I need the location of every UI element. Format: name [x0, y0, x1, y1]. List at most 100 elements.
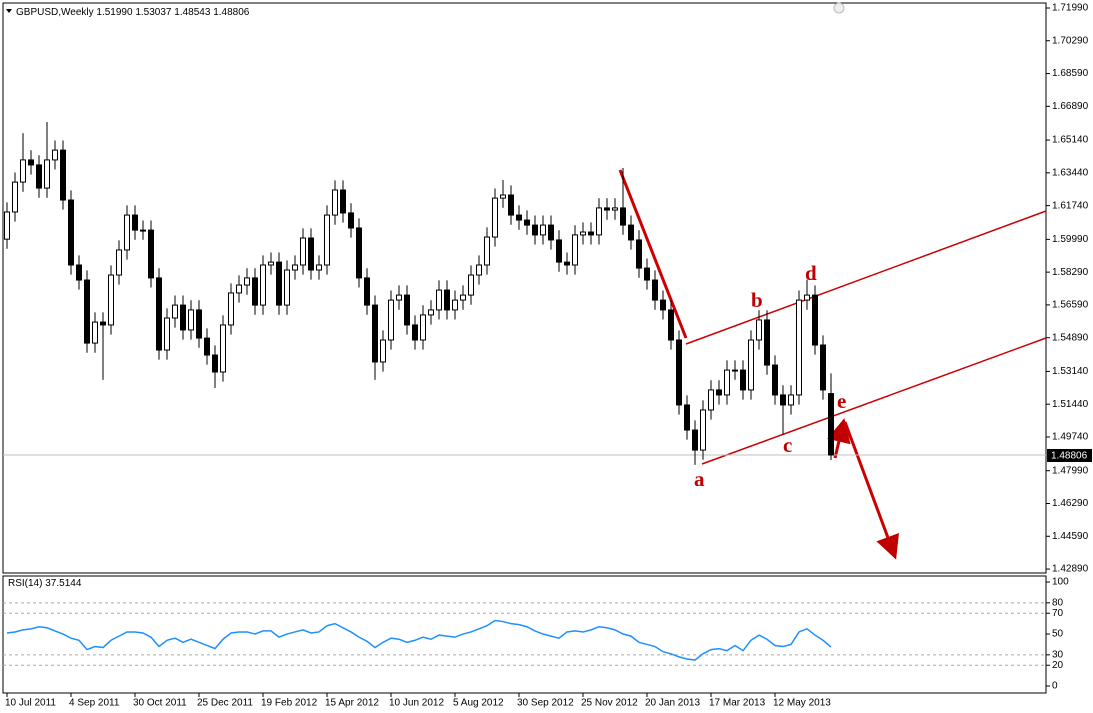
- rsi-value: 37.5144: [45, 578, 82, 589]
- candle-body: [484, 236, 490, 266]
- candle-body: [108, 274, 114, 326]
- candle-body: [532, 224, 538, 236]
- candle-body: [684, 404, 690, 431]
- candle-body: [348, 212, 354, 229]
- candle-body: [732, 369, 738, 372]
- candle-body: [724, 369, 730, 396]
- y-tick-label: 50: [1052, 629, 1064, 640]
- candle-body: [44, 159, 50, 189]
- candle-body: [204, 337, 210, 356]
- candle-body: [548, 224, 554, 241]
- candle-body: [140, 229, 146, 232]
- x-tick-label: 5 Aug 2012: [453, 698, 504, 709]
- candle-body: [764, 319, 770, 366]
- candle-body: [516, 214, 522, 221]
- x-tick-label: 10 Jul 2011: [5, 698, 56, 709]
- candle-body: [556, 239, 562, 263]
- rsi-header: RSI(14) 37.5144: [8, 578, 82, 589]
- candle-body: [468, 274, 474, 296]
- candle-body: [228, 292, 234, 326]
- x-tick-label: 25 Dec 2011: [197, 698, 253, 709]
- y-tick-label: 1.61740: [1052, 200, 1089, 211]
- y-tick-label: 1.59990: [1052, 234, 1089, 245]
- arrow-down: [843, 421, 899, 560]
- wave-label: c: [783, 433, 792, 457]
- x-tick-label: 17 Mar 2013: [709, 698, 766, 709]
- candle-body: [676, 339, 682, 406]
- y-tick-label: 80: [1052, 597, 1064, 608]
- expert-icon: [833, 2, 845, 14]
- candle-body: [76, 264, 82, 281]
- candle-body: [188, 309, 194, 331]
- x-tick-label: 12 May 2013: [773, 698, 831, 709]
- y-tick-label: 30: [1052, 649, 1064, 660]
- candle-body: [420, 314, 426, 341]
- candle-body: [60, 149, 66, 201]
- candle-body: [428, 309, 434, 316]
- candle-body: [4, 211, 10, 240]
- candle-body: [212, 354, 218, 373]
- candle-body: [316, 264, 322, 271]
- candle-body: [340, 189, 346, 214]
- candle-body: [604, 207, 610, 211]
- y-tick-label: 1.47990: [1052, 465, 1089, 476]
- channel-upper: [685, 210, 1047, 345]
- candle-body: [404, 294, 410, 326]
- candle-body: [132, 214, 138, 231]
- candle-body: [84, 279, 90, 344]
- candle-body: [332, 189, 338, 216]
- candle-body: [756, 319, 762, 341]
- candle-body: [124, 214, 130, 251]
- y-tick-label: 1.44590: [1052, 531, 1089, 542]
- candle-body: [540, 224, 546, 236]
- x-tick-label: 15 Apr 2012: [325, 698, 379, 709]
- candle-body: [692, 429, 698, 451]
- menu-triangle[interactable]: [6, 9, 12, 13]
- candle-body: [740, 369, 746, 391]
- open-label: 1.51990: [96, 7, 133, 18]
- candle-body: [52, 149, 58, 161]
- y-tick-label: 1.68590: [1052, 68, 1089, 79]
- wave-label: d: [805, 261, 817, 285]
- candle-body: [668, 309, 674, 341]
- candle-body: [524, 219, 530, 226]
- y-tick-label: 1.63440: [1052, 167, 1089, 178]
- candle-body: [260, 264, 266, 306]
- candle-body: [652, 279, 658, 301]
- candle-body: [796, 299, 802, 396]
- wave-label: e: [837, 389, 846, 413]
- candle-body: [36, 164, 42, 189]
- symbol: GBPUSD,Weekly: [16, 7, 94, 18]
- candle-body: [780, 394, 786, 406]
- candle-body: [572, 234, 578, 266]
- candle-body: [220, 324, 226, 373]
- candle-body: [172, 304, 178, 319]
- candle-body: [28, 159, 34, 166]
- candle-body: [660, 299, 666, 311]
- rsi-title: RSI(14): [8, 578, 42, 589]
- candle-body: [460, 294, 466, 301]
- x-tick-label: 25 Nov 2012: [581, 698, 638, 709]
- price-pane: [2, 2, 1047, 574]
- candle-body: [612, 207, 618, 211]
- candle-body: [356, 227, 362, 279]
- drawings: [618, 169, 1047, 560]
- candle-body: [644, 267, 650, 281]
- candle-body: [708, 389, 714, 411]
- x-tick-label: 19 Feb 2012: [261, 698, 318, 709]
- candle-body: [588, 231, 594, 236]
- candle-body: [636, 239, 642, 269]
- candle-body: [828, 393, 834, 456]
- candle-body: [236, 284, 242, 294]
- y-tick-label: 1.70290: [1052, 35, 1089, 46]
- trend-line: [618, 169, 688, 339]
- candle-body: [364, 277, 370, 306]
- y-tick-label: 0: [1052, 681, 1058, 692]
- candle-body: [252, 277, 258, 306]
- x-tick-label: 10 Jun 2012: [389, 698, 444, 709]
- candle-body: [476, 264, 482, 276]
- y-tick-label: 1.46290: [1052, 498, 1089, 509]
- y-tick-label: 1.51440: [1052, 399, 1089, 410]
- candle-body: [284, 269, 290, 306]
- candle-body: [596, 207, 602, 236]
